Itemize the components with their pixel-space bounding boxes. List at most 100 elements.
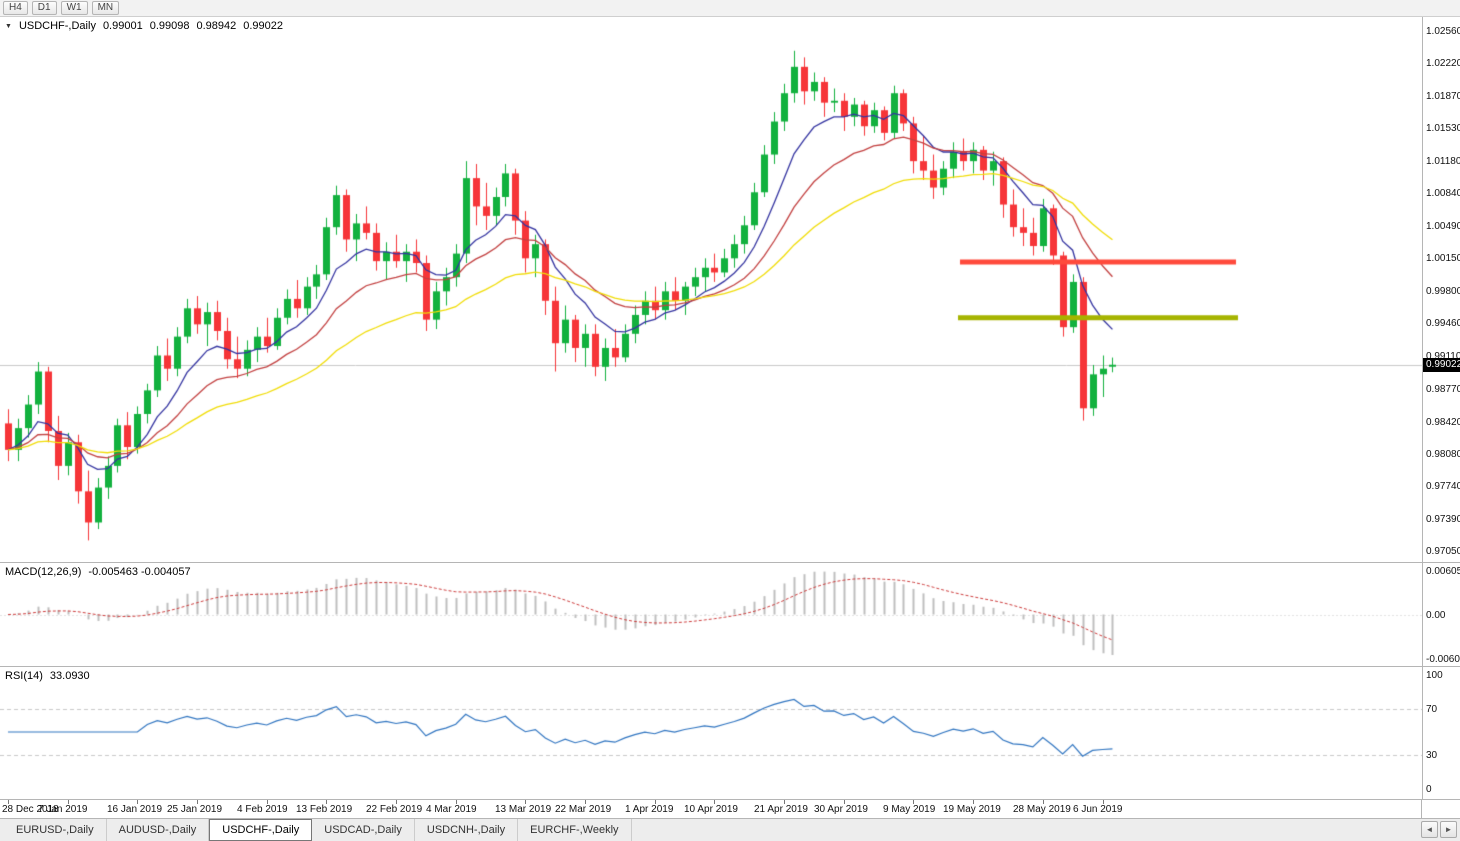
chart-tab-audusd-daily[interactable]: AUDUSD-,Daily <box>106 819 210 841</box>
price-axis-label: 0.97390 <box>1426 513 1460 525</box>
date-label: 10 Apr 2019 <box>684 804 738 815</box>
time-tick <box>585 800 586 804</box>
time-axis: 28 Dec 2018 7 Jan 2019 16 Jan 2019 25 Jan 2… <box>0 799 1460 818</box>
date-label: 9 May 2019 <box>883 804 936 815</box>
price-axis-label: 1.01870 <box>1426 91 1460 103</box>
price-axis-label: 0.98770 <box>1426 383 1460 395</box>
chart-tab-eurusd-daily[interactable]: EURUSD-,Daily <box>4 819 107 841</box>
macd-label: MACD(12,26,9) <box>5 566 82 578</box>
ohlc-close: 0.99022 <box>243 20 283 32</box>
rsi-axis-label: 0 <box>1426 784 1432 795</box>
price-axis-label: 1.00150 <box>1426 253 1460 265</box>
rsi-axis-label: 70 <box>1426 704 1438 716</box>
date-label: 13 Feb 2019 <box>296 804 353 815</box>
time-tick <box>197 800 198 804</box>
price-axis-label: 0.99460 <box>1426 318 1460 330</box>
price-axis-label: 0.98080 <box>1426 448 1460 460</box>
ohlc-open: 0.99001 <box>102 20 143 32</box>
date-label: 19 May 2019 <box>943 804 1001 815</box>
price-axis-label: 1.02560 <box>1426 25 1460 37</box>
date-label: 28 Dec 2018 <box>2 804 59 815</box>
price-axis-label: 1.01530 <box>1426 123 1460 135</box>
time-tick <box>456 800 457 804</box>
chart-tab-usdcnh-daily[interactable]: USDCNH-,Daily <box>414 819 519 841</box>
time-tick <box>844 800 845 804</box>
chart-tab-bar: EURUSD-,Daily AUDUSD-,Daily USDCHF-,Daily U… <box>0 818 1460 841</box>
rsi-label: RSI(14) <box>5 670 43 682</box>
date-label: 16 Jan 2019 <box>107 804 163 815</box>
time-tick <box>1043 800 1044 804</box>
chart-tabs: EURUSD-,Daily AUDUSD-,Daily USDCHF-,Daily U… <box>4 819 632 841</box>
price-chart-panel[interactable]: ▼ USDCHF-,Daily 0.99001 0.99098 0.98942 … <box>0 17 1460 562</box>
date-label: 30 Apr 2019 <box>814 804 868 815</box>
chart-tab-eurchf-weekly[interactable]: EURCHF-,Weekly <box>518 819 632 841</box>
time-tick <box>525 800 526 804</box>
rsi-axis-label: 30 <box>1426 749 1438 761</box>
price-axis-label: 1.01180 <box>1426 156 1460 168</box>
time-tick <box>267 800 268 804</box>
macd-indicator-panel[interactable]: MACD(12,26,9) -0.005463 -0.004057 0.0060… <box>0 562 1460 666</box>
date-label: 22 Mar 2019 <box>555 804 612 815</box>
chart-tab-usdcad-daily[interactable]: USDCAD-,Daily <box>312 819 415 841</box>
macd-chart[interactable] <box>0 563 1422 666</box>
time-tick <box>655 800 656 804</box>
timeframe-button-h4[interactable]: H4 <box>3 1 28 15</box>
timeframe-toolbar: H4 D1 W1 MN <box>0 0 1460 17</box>
date-label: 1 Apr 2019 <box>625 804 674 815</box>
price-axis-label: 0.99800 <box>1426 286 1460 298</box>
date-label: 28 May 2019 <box>1013 804 1071 815</box>
time-tick <box>326 800 327 804</box>
timeframe-button-d1[interactable]: D1 <box>31 1 57 15</box>
current-price-tag: 0.99022 <box>1423 357 1460 372</box>
price-axis-label: 0.97050 <box>1426 545 1460 557</box>
price-axis-label: 1.00840 <box>1426 188 1460 200</box>
price-axis-label: 0.99110 <box>1426 351 1460 362</box>
rsi-chart[interactable] <box>0 667 1422 799</box>
chart-tab-usdchf-daily[interactable]: USDCHF-,Daily <box>209 819 313 841</box>
date-label: 13 Mar 2019 <box>495 804 552 815</box>
date-label: 4 Mar 2019 <box>426 804 477 815</box>
timeframe-button-w1[interactable]: W1 <box>60 1 88 15</box>
price-axis: 1.02560 1.02220 1.01870 1.01530 1.01180 1.008… <box>1422 17 1460 562</box>
chart-collapse-icon[interactable]: ▼ <box>5 22 12 30</box>
date-label: 7 Jan 2019 <box>38 804 88 815</box>
candlestick-chart[interactable] <box>0 17 1422 562</box>
rsi-title: RSI(14) 33.0930 <box>5 670 90 682</box>
time-tick <box>714 800 715 804</box>
date-label: 6 Jun 2019 <box>1073 804 1123 815</box>
tab-scroll-controls: ◄ ► <box>1421 821 1457 838</box>
price-axis-label: 0.98420 <box>1426 416 1460 428</box>
price-axis-label: 0.97740 <box>1426 480 1460 492</box>
price-axis-label: 1.02220 <box>1426 58 1460 70</box>
time-tick <box>913 800 914 804</box>
chart-title: ▼ USDCHF-,Daily 0.99001 0.99098 0.98942 … <box>5 20 283 32</box>
ohlc-high: 0.99098 <box>149 20 190 32</box>
tabs-scroll-left-button[interactable]: ◄ <box>1421 821 1438 838</box>
time-tick <box>68 800 69 804</box>
rsi-axis-label: 100 <box>1426 670 1443 681</box>
tabs-scroll-right-button[interactable]: ► <box>1440 821 1457 838</box>
date-label: 21 Apr 2019 <box>754 804 808 815</box>
macd-title: MACD(12,26,9) -0.005463 -0.004057 <box>5 566 191 578</box>
rsi-indicator-panel[interactable]: RSI(14) 33.0930 100 70 30 0 <box>0 666 1460 799</box>
time-tick <box>396 800 397 804</box>
axis-separator <box>1421 800 1422 818</box>
price-axis-label: 1.00490 <box>1426 221 1460 233</box>
macd-axis-label: 0.00 <box>1426 609 1446 621</box>
time-tick <box>973 800 974 804</box>
symbol-timeframe-label: USDCHF-,Daily <box>18 20 96 32</box>
time-tick <box>1103 800 1104 804</box>
date-label: 25 Jan 2019 <box>167 804 223 815</box>
time-tick <box>8 800 9 804</box>
ohlc-low: 0.98942 <box>196 20 237 32</box>
macd-values: -0.005463 -0.004057 <box>88 566 191 578</box>
timeframe-button-mn[interactable]: MN <box>91 1 120 15</box>
date-label: 22 Feb 2019 <box>366 804 423 815</box>
date-label: 4 Feb 2019 <box>237 804 288 815</box>
macd-axis: 0.006054 0.00 -0.006011 <box>1422 563 1460 666</box>
time-tick <box>137 800 138 804</box>
macd-axis-label: -0.006011 <box>1426 654 1460 665</box>
rsi-axis: 100 70 30 0 <box>1422 667 1460 799</box>
macd-axis-label: 0.006054 <box>1426 566 1460 577</box>
